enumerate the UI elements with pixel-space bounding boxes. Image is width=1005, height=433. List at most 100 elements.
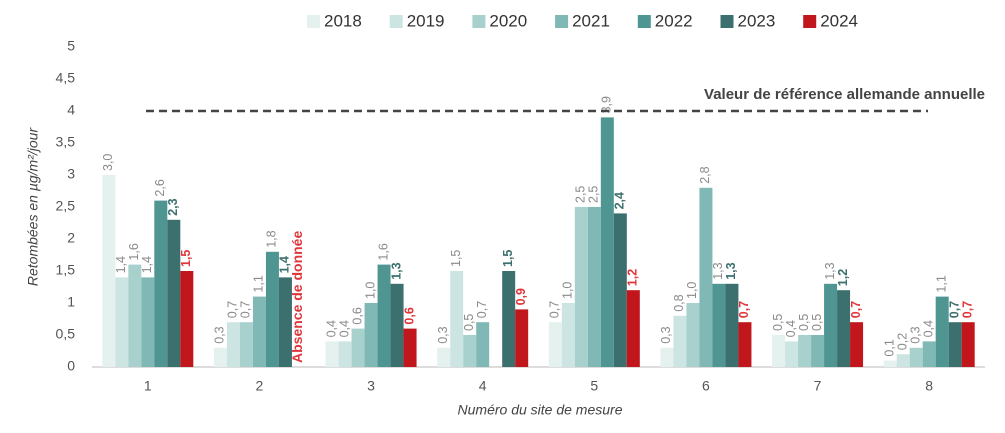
value-label: 0,7 (475, 301, 489, 318)
bar (265, 251, 279, 367)
x-tick-label: 6 (702, 378, 710, 394)
bar (102, 175, 116, 367)
bar (922, 341, 936, 367)
bar (154, 200, 168, 367)
bar (403, 328, 417, 367)
value-label: 1,3 (724, 262, 738, 279)
bar (600, 117, 614, 368)
x-tick-label: 5 (590, 378, 598, 394)
legend-label: 2021 (572, 11, 610, 30)
bar (574, 207, 588, 367)
bar (338, 341, 352, 367)
value-label: 0,9 (514, 288, 528, 305)
value-label: 0,7 (960, 301, 974, 318)
bar (660, 347, 674, 367)
annotation: Absence de donnée (289, 231, 305, 363)
value-label: 0,4 (784, 320, 798, 337)
value-label: 1,5 (449, 250, 463, 267)
x-axis-label: Numéro du site de mesure (458, 402, 623, 418)
value-label: 1,6 (127, 243, 141, 260)
value-label: 1,3 (711, 262, 725, 279)
bar (226, 322, 240, 367)
y-tick-label: 0 (67, 358, 75, 374)
y-tick-label: 5 (67, 38, 75, 54)
value-label: 3,9 (600, 96, 614, 113)
value-label: 3,0 (101, 154, 115, 171)
legend-swatch (472, 15, 486, 28)
bar (115, 277, 129, 367)
bar (180, 271, 194, 367)
legend-label: 2018 (324, 11, 362, 30)
bar (325, 341, 339, 367)
value-label: 1,6 (376, 243, 390, 260)
y-axis-label: Retombées en µg/m²/jour (25, 127, 41, 287)
value-label: 1,2 (836, 269, 850, 286)
value-label: 1,3 (389, 262, 403, 279)
value-label: 1,1 (252, 275, 266, 292)
value-label: 0,6 (402, 307, 416, 324)
bar (502, 271, 516, 367)
value-label: 0,7 (226, 301, 240, 318)
value-label: 0,4 (324, 320, 338, 337)
value-label: 0,6 (350, 307, 364, 324)
value-label: 1,4 (278, 256, 292, 273)
value-label: 1,1 (934, 275, 948, 292)
bar (883, 360, 897, 367)
y-tick-label: 3 (67, 166, 75, 182)
legend-label: 2019 (407, 11, 445, 30)
value-label: 1,0 (685, 282, 699, 299)
value-label: 0,5 (810, 314, 824, 331)
value-label: 0,5 (462, 314, 476, 331)
value-label: 2,8 (698, 166, 712, 183)
bar (390, 283, 404, 367)
bar (252, 296, 266, 367)
reference-label: Valeur de référence allemande annuelle (704, 86, 985, 103)
value-label: 2,5 (587, 186, 601, 203)
x-tick-label: 2 (256, 378, 264, 394)
bar (850, 322, 864, 367)
x-tick-label: 8 (925, 378, 933, 394)
x-tick-label: 7 (814, 378, 822, 394)
x-tick-label: 4 (479, 378, 487, 394)
value-label: 0,3 (213, 326, 227, 343)
bar (128, 264, 142, 367)
value-label: 0,4 (337, 320, 351, 337)
bar (837, 290, 851, 367)
bar (450, 271, 464, 367)
bar (463, 335, 477, 367)
bar (278, 277, 292, 367)
value-label: 2,6 (153, 179, 167, 196)
value-label: 0,2 (895, 333, 909, 350)
value-label: 2,5 (574, 186, 588, 203)
x-tick-label: 1 (144, 378, 152, 394)
bar (686, 303, 700, 367)
value-label: 1,0 (363, 282, 377, 299)
legend-swatch (555, 15, 569, 28)
value-label: 0,3 (436, 326, 450, 343)
legend-swatch (389, 15, 403, 28)
value-label: 2,3 (166, 198, 180, 215)
y-tick-label: 1,5 (56, 262, 76, 278)
bar (515, 309, 529, 367)
bar (561, 303, 575, 367)
bar (626, 290, 640, 367)
value-label: 0,7 (548, 301, 562, 318)
value-label: 1,3 (823, 262, 837, 279)
value-label: 2,4 (613, 192, 627, 209)
legend-label: 2022 (655, 11, 693, 30)
bar (738, 322, 752, 367)
bar (948, 322, 962, 367)
legend-label: 2020 (489, 11, 527, 30)
bar (798, 335, 812, 367)
value-label: 0,5 (771, 314, 785, 331)
legend-swatch (637, 15, 651, 28)
bar (785, 341, 799, 367)
value-label: 1,5 (179, 250, 193, 267)
value-label: 0,3 (659, 326, 673, 343)
y-tick-label: 0,5 (56, 326, 76, 342)
bar (673, 315, 687, 367)
legend-swatch (720, 15, 734, 28)
bar (167, 219, 181, 367)
value-label: 0,7 (239, 301, 253, 318)
bar (772, 335, 786, 367)
